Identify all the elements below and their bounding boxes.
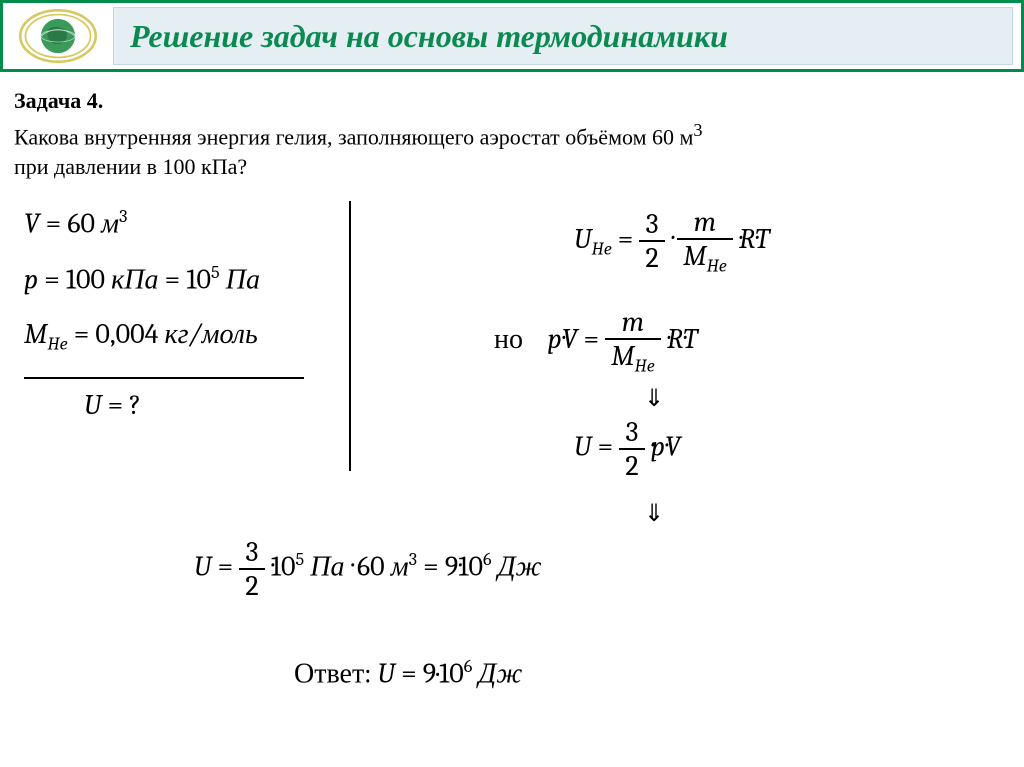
p-value: = 100 [44, 263, 111, 295]
globe-logo-icon [13, 6, 103, 66]
sym-p: p [24, 263, 38, 295]
sym-m: M [24, 318, 47, 350]
problem-text: Какова внутренняя энергия гелия, заполня… [14, 118, 1010, 182]
exp3: 3 [409, 549, 417, 570]
find-sym: U [84, 389, 101, 421]
frac32-num: 3 [639, 208, 664, 240]
frac32-den2: 2 [619, 448, 644, 482]
eq2-t: T [683, 323, 697, 355]
mden-sub2: He [635, 355, 655, 376]
m-sub: He [47, 334, 67, 355]
m-num: m [677, 206, 733, 238]
eq1-r: R [739, 223, 755, 255]
given-pressure: p = 100 кПа = 105 Па [24, 262, 344, 296]
p-unit2: Па [220, 263, 260, 295]
answer-unit: Дж [472, 657, 522, 689]
equation-u-pv: U = 32 ·p·V [574, 416, 681, 482]
find-row: U = ? [24, 389, 344, 421]
frac32-num3: 3 [239, 536, 264, 568]
eq1-u: U [574, 223, 591, 255]
logo [3, 3, 113, 69]
v-exp: 3 [119, 206, 127, 227]
eq2-r: R [667, 323, 683, 355]
problem-label: Задача 4. [14, 88, 1010, 114]
v-unit: м [101, 207, 119, 239]
answer-eq: = 9·10 [395, 657, 464, 689]
down-arrow-1: ⇓ [644, 381, 664, 413]
answer-sym: U [377, 657, 394, 689]
equation-calculation: U = 32 ·105 Па · 60 м3 = 9·106 Дж [194, 536, 542, 602]
frac32-den3: 2 [239, 568, 264, 602]
given-divider [24, 377, 304, 379]
given-block: V = 60 м3 p = 100 кПа = 105 Па MHe = 0,0… [24, 206, 344, 421]
given-molar-mass: MHe = 0,004 кг/моль [24, 318, 344, 355]
arrow-icon: ⇓ [644, 384, 664, 412]
p-exp: 5 [211, 262, 220, 283]
eq3-u: U [574, 430, 591, 462]
frac32-num2: 3 [619, 416, 644, 448]
m-value: = 0,004 [74, 318, 165, 350]
sym-v: V [24, 207, 39, 239]
eq2-p: p [548, 323, 562, 355]
header-bar: Решение задач на основы термодинамики [0, 0, 1024, 72]
eq1-sub: He [591, 238, 611, 259]
mden-sub: He [707, 255, 727, 276]
exp6: 6 [483, 549, 492, 570]
nine: 9 [445, 550, 458, 582]
p-unit1: кПа [111, 263, 158, 295]
equation-internal-energy: UHe = 32 · mMHe ·R·T [574, 206, 769, 277]
problem-line1: Какова внутренняя энергия гелия, заполня… [14, 124, 693, 149]
find-eq: = ? [101, 389, 141, 421]
work-area: V = 60 м3 p = 100 кПа = 105 Па MHe = 0,0… [14, 206, 1010, 766]
pa-unit: Па [304, 550, 351, 582]
problem-line2: при давлении в 100 кПа? [14, 154, 247, 179]
problem-exp: 3 [693, 120, 702, 140]
mden-sym2: M [611, 340, 634, 372]
arrow-icon-2: ⇓ [644, 499, 664, 527]
exp5: 5 [295, 549, 304, 570]
down-arrow-2: ⇓ [644, 496, 664, 528]
content-area: Задача 4. Какова внутренняя энергия гели… [0, 72, 1024, 766]
v-value: = 60 [46, 207, 101, 239]
eq1-t: T [755, 223, 769, 255]
p-mid: = 10 [158, 263, 210, 295]
page-title: Решение задач на основы термодинамики [130, 18, 728, 55]
m-num2: m [605, 306, 661, 338]
given-volume: V = 60 м3 [24, 206, 344, 240]
answer-exp: 6 [464, 656, 473, 677]
m3-unit: м [391, 550, 409, 582]
but-label: но [494, 323, 523, 355]
mden-sym: M [683, 240, 706, 272]
title-box: Решение задач на основы термодинамики [113, 7, 1013, 65]
m-unit: кг/моль [165, 318, 258, 350]
answer-line: Ответ: U = 9·106 Дж [294, 656, 522, 690]
sixty: 60 [357, 550, 391, 582]
ten1: 10 [271, 550, 296, 582]
eq2-v: V [562, 323, 577, 355]
answer-label: Ответ: [294, 657, 377, 689]
ten2: 10 [458, 550, 483, 582]
eq3-p: p [651, 430, 665, 462]
j-unit: Дж [492, 550, 542, 582]
equation-ideal-gas: но p·V = mMHe ·R·T [494, 306, 697, 377]
calc-u: U [194, 550, 211, 582]
vertical-divider [349, 201, 351, 471]
eq3-v: V [665, 430, 680, 462]
frac32-den: 2 [639, 240, 664, 274]
